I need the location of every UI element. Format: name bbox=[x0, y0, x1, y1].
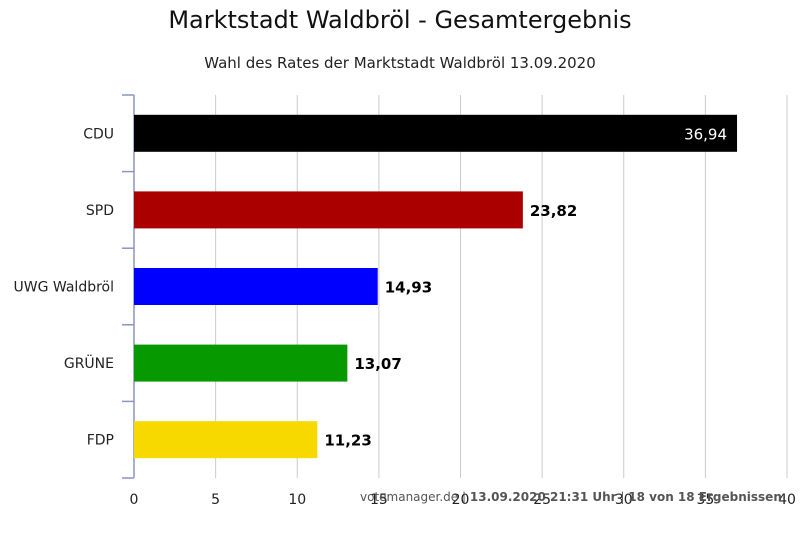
value-label-2: 14,93 bbox=[385, 279, 432, 297]
value-label-0: 36,94 bbox=[684, 125, 727, 143]
category-label-2: UWG Waldbröl bbox=[14, 280, 114, 296]
footer-source: votemanager.de bbox=[360, 490, 459, 504]
x-tick-label-2: 10 bbox=[288, 492, 306, 508]
bar-3 bbox=[134, 344, 348, 382]
bar-4 bbox=[134, 421, 318, 459]
value-label-4: 11,23 bbox=[324, 432, 371, 450]
footer-separator-2: | bbox=[620, 490, 625, 504]
x-tick-label-1: 5 bbox=[211, 492, 220, 508]
footer-separator: | bbox=[462, 490, 467, 504]
bar-2 bbox=[134, 268, 378, 305]
bar-1 bbox=[134, 191, 523, 229]
footer-timestamp: 13.09.2020 21:31 Uhr bbox=[469, 490, 617, 504]
value-label-3: 13,07 bbox=[354, 355, 401, 373]
x-tick-label-0: 0 bbox=[130, 492, 139, 508]
x-tick-label-8: 40 bbox=[778, 492, 796, 508]
x-tick-label-7: 35 bbox=[696, 492, 714, 508]
chart-footer: votemanager.de | 13.09.2020 21:31 Uhr | … bbox=[360, 490, 782, 504]
x-tick-label-4: 20 bbox=[452, 492, 470, 508]
value-label-1: 23,82 bbox=[530, 202, 577, 220]
category-label-4: FDP bbox=[87, 433, 114, 449]
category-label-3: GRÜNE bbox=[64, 354, 114, 372]
footer-progress: 18 von 18 Ergebnissen bbox=[628, 490, 782, 504]
x-tick-label-6: 30 bbox=[615, 492, 633, 508]
chart-title: Marktstadt Waldbröl - Gesamtergebnis bbox=[168, 6, 632, 34]
category-label-0: CDU bbox=[83, 126, 114, 142]
bar-0 bbox=[134, 114, 738, 152]
x-tick-label-3: 15 bbox=[370, 492, 388, 508]
x-tick-label-5: 25 bbox=[533, 492, 551, 508]
category-label-1: SPD bbox=[86, 203, 114, 219]
chart-subtitle: Wahl des Rates der Marktstadt Waldbröl 1… bbox=[204, 54, 596, 72]
